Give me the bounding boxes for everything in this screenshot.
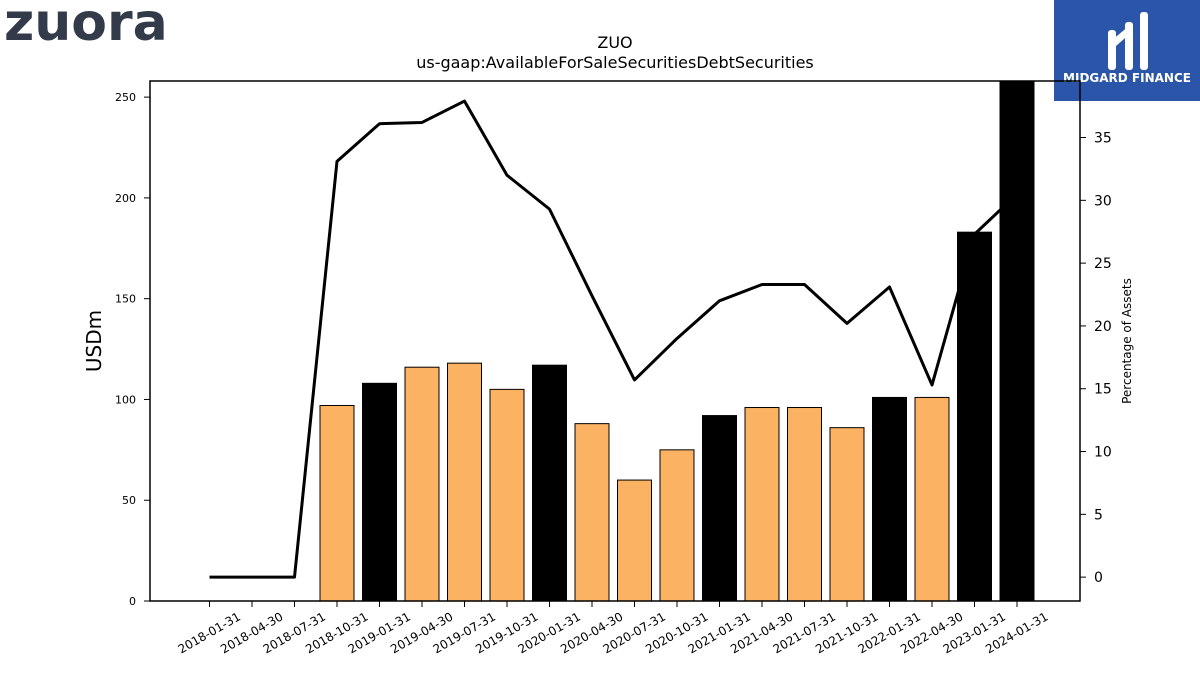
bar-2022-04-30 [914,396,950,602]
y-tick-label: 250 [115,91,136,104]
bar-series [319,80,1035,602]
bar-2021-01-31 [702,415,737,602]
line-series [209,99,1019,579]
bar-2019-07-31 [447,362,482,602]
bar-2020-07-31 [617,479,652,602]
percentage-line [209,99,1019,579]
y2-axis-label: Percentage of Assets [1120,278,1134,404]
plot-frame [149,80,1081,602]
y2-tick-label: 35 [1094,131,1112,147]
bar-2020-04-30 [574,423,610,602]
bar-2021-10-31 [829,427,865,602]
y-tick-label: 0 [129,595,136,608]
bar-2022-01-31 [872,396,907,602]
midgard-logo-icon [1108,12,1148,70]
bar-2020-01-31 [532,364,567,602]
y-tick-label: 200 [115,192,136,205]
y-tick-label: 150 [115,293,136,306]
bar-2019-10-31 [489,388,525,602]
y-tick-label: 100 [115,393,136,406]
bar-2020-10-31 [659,449,695,602]
chart-title: ZUO [597,33,632,52]
y2-tick-label: 10 [1094,445,1112,461]
zuora-logo: zuora [4,0,168,53]
y2-tick-label: 5 [1094,507,1103,523]
bar-2019-01-31 [362,382,397,602]
bar-2023-01-31 [957,231,992,602]
bar-2024-01-31 [999,80,1035,602]
chart-subtitle: us-gaap:AvailableForSaleSecuritiesDebtSe… [416,53,814,72]
bar-2018-10-31 [319,404,355,602]
y2-tick-label: 30 [1094,193,1112,209]
bar-2021-04-30 [744,407,780,602]
y2-tick-label: 20 [1094,319,1112,335]
y-axis-label: USDm [82,310,106,372]
bar-2021-07-31 [787,407,822,602]
y2-tick-label: 15 [1094,382,1112,398]
axes [149,80,1081,602]
sponsor-name: MIDGARD FINANCE [1063,71,1191,85]
y-tick-label: 50 [122,494,136,507]
midgard-finance-logo: MIDGARD FINANCE [1054,0,1200,101]
y2-tick-label: 0 [1094,570,1103,586]
bar-2019-04-30 [404,366,440,602]
y2-tick-label: 25 [1094,256,1112,272]
